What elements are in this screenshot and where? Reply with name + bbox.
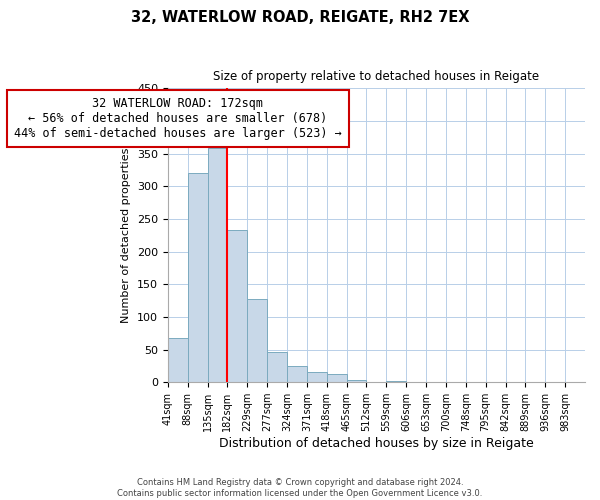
Text: 32, WATERLOW ROAD, REIGATE, RH2 7EX: 32, WATERLOW ROAD, REIGATE, RH2 7EX — [131, 10, 469, 25]
Bar — [267, 352, 287, 382]
Bar — [247, 298, 267, 382]
Bar — [287, 366, 307, 382]
Bar — [227, 230, 247, 382]
X-axis label: Distribution of detached houses by size in Reigate: Distribution of detached houses by size … — [219, 437, 534, 450]
Text: 32 WATERLOW ROAD: 172sqm
← 56% of detached houses are smaller (678)
44% of semi-: 32 WATERLOW ROAD: 172sqm ← 56% of detach… — [14, 97, 341, 140]
Bar — [386, 381, 406, 382]
Y-axis label: Number of detached properties: Number of detached properties — [121, 148, 131, 323]
Bar — [188, 173, 208, 382]
Bar — [347, 380, 367, 382]
Bar — [307, 372, 327, 382]
Text: Contains HM Land Registry data © Crown copyright and database right 2024.
Contai: Contains HM Land Registry data © Crown c… — [118, 478, 482, 498]
Title: Size of property relative to detached houses in Reigate: Size of property relative to detached ho… — [214, 70, 539, 83]
Bar — [168, 338, 188, 382]
Bar — [327, 374, 347, 382]
Bar — [208, 148, 227, 382]
